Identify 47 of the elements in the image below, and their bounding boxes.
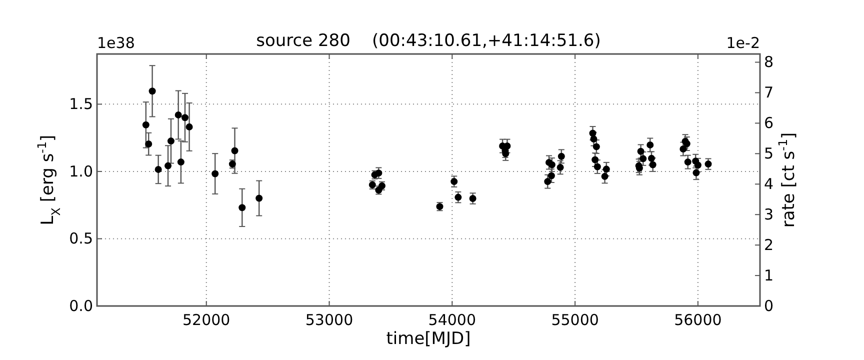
point bbox=[504, 142, 511, 150]
y2-tick-label: 7 bbox=[764, 84, 774, 102]
y2-tick-label: 5 bbox=[764, 144, 774, 163]
point bbox=[646, 141, 654, 148]
point bbox=[212, 170, 219, 178]
x-axis-title: time[MJD] bbox=[386, 329, 471, 349]
text: 1e38 bbox=[97, 34, 135, 52]
x-tick-label: 55000 bbox=[551, 311, 599, 329]
point bbox=[142, 121, 150, 128]
chart-title: source 280 (00:43:10.61,+41:14:51.6) bbox=[256, 31, 601, 51]
point bbox=[640, 155, 647, 162]
x-tick-label: 56000 bbox=[674, 311, 722, 329]
point bbox=[148, 88, 156, 95]
y2-tick-label: 1 bbox=[764, 266, 774, 285]
y2-tick-label: 2 bbox=[764, 236, 774, 254]
point bbox=[454, 194, 462, 201]
point bbox=[704, 160, 712, 168]
point bbox=[684, 158, 692, 166]
y2-tick-label: 8 bbox=[764, 53, 774, 72]
point bbox=[154, 166, 162, 173]
point bbox=[167, 138, 174, 145]
x-tick-label: 52000 bbox=[182, 311, 230, 329]
point bbox=[186, 123, 193, 130]
point bbox=[181, 114, 188, 122]
point bbox=[450, 178, 458, 186]
y-tick-label: 1.5 bbox=[69, 95, 93, 114]
point bbox=[637, 148, 644, 155]
point bbox=[256, 194, 263, 202]
point bbox=[238, 204, 246, 212]
point bbox=[231, 147, 238, 154]
x-tick-label: 54000 bbox=[428, 311, 476, 329]
point bbox=[177, 158, 184, 166]
y2-tick-label: 6 bbox=[764, 114, 774, 132]
x-tick-label: 53000 bbox=[305, 311, 354, 329]
point bbox=[164, 162, 172, 170]
y2-tick-label: 4 bbox=[764, 175, 774, 194]
y2-tick-label: 0 bbox=[764, 297, 774, 315]
y-tick-label: 1.0 bbox=[69, 162, 93, 180]
y-tick-label: 0.5 bbox=[69, 230, 93, 248]
y2-tick-label: 3 bbox=[764, 206, 774, 224]
text: 1e-2 bbox=[726, 34, 760, 52]
point bbox=[544, 178, 552, 186]
point bbox=[145, 140, 152, 148]
y-tick-label: 0.0 bbox=[69, 297, 93, 315]
point bbox=[174, 111, 182, 118]
point bbox=[469, 195, 476, 202]
point bbox=[592, 143, 600, 150]
